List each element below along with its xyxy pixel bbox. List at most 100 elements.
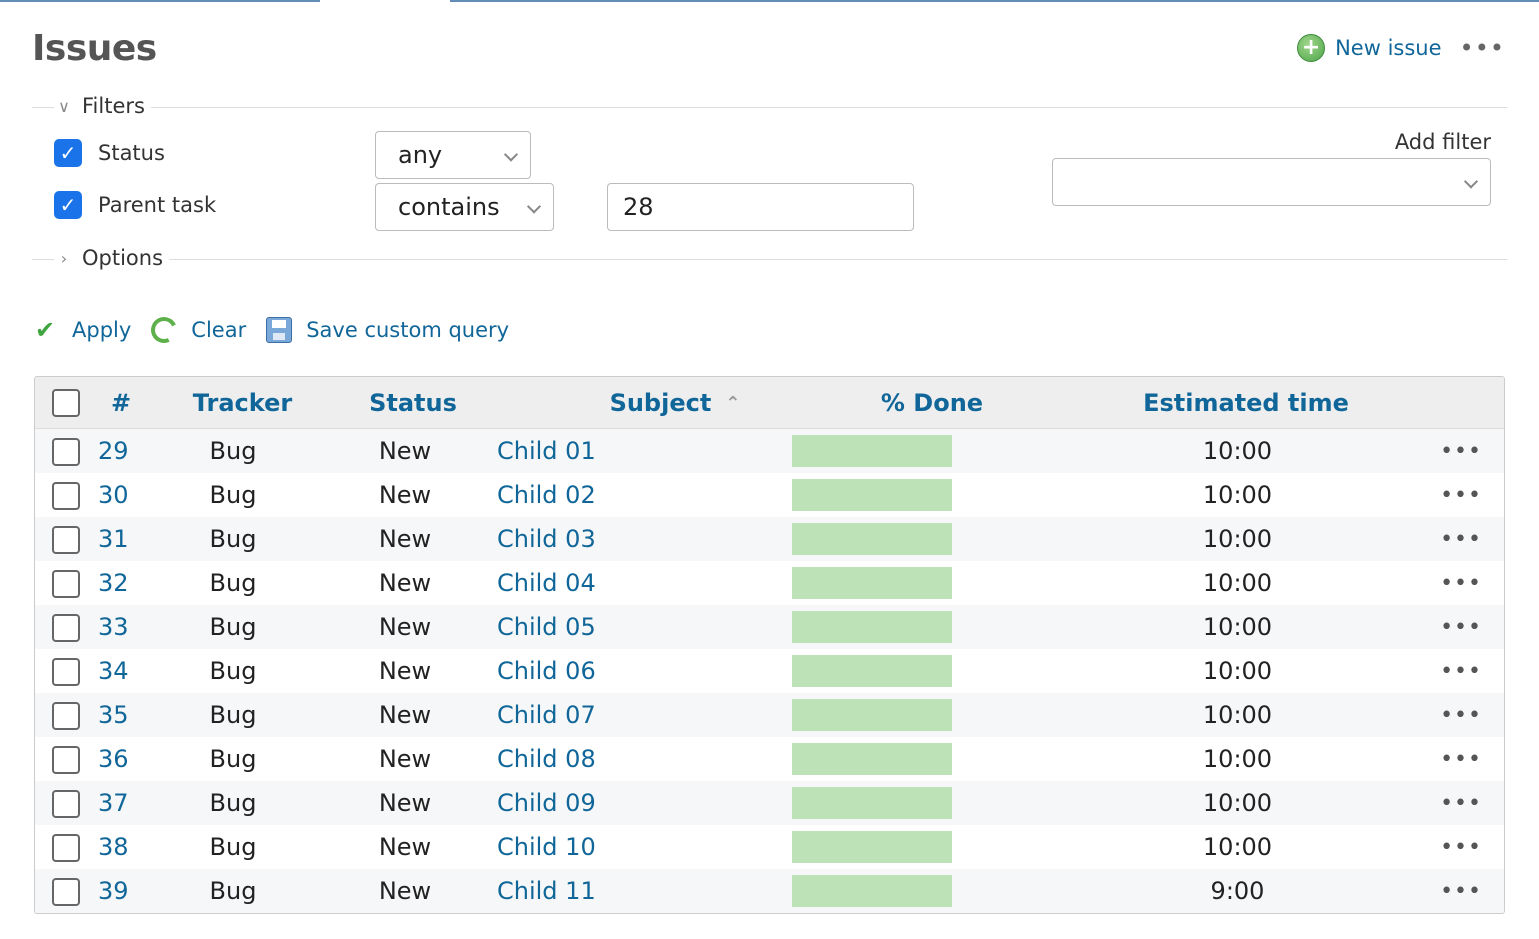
row-checkbox[interactable] [52, 834, 80, 862]
issue-subject-link[interactable]: Child 01 [497, 437, 596, 465]
filter-status-checkbox[interactable]: ✓ [54, 139, 82, 167]
progress-bar [792, 479, 952, 511]
table-row: 30 Bug New Child 02 10:00 ••• [35, 473, 1504, 517]
query-actions: ✔ Apply Clear Save custom query [32, 313, 529, 347]
options-toggle[interactable]: › Options [54, 246, 170, 270]
table-row: 32 Bug New Child 04 10:00 ••• [35, 561, 1504, 605]
issue-id-link[interactable]: 38 [98, 833, 129, 861]
row-actions-icon[interactable]: ••• [1440, 746, 1482, 772]
issue-subject-link[interactable]: Child 05 [497, 613, 596, 641]
row-checkbox[interactable] [52, 790, 80, 818]
row-actions-icon[interactable]: ••• [1440, 834, 1482, 860]
row-checkbox[interactable] [52, 570, 80, 598]
issue-estimated-time: 10:00 [1202, 657, 1273, 685]
issue-subject-link[interactable]: Child 06 [497, 657, 596, 685]
issue-estimated-time: 10:00 [1202, 789, 1273, 817]
issue-id-link[interactable]: 30 [98, 481, 129, 509]
issue-subject-link[interactable]: Child 04 [497, 569, 596, 597]
table-row: 38 Bug New Child 10 10:00 ••• [35, 825, 1504, 869]
issue-id-link[interactable]: 33 [98, 613, 129, 641]
issue-subject-link[interactable]: Child 11 [497, 877, 596, 905]
issue-status: New [378, 437, 432, 465]
filters-toggle[interactable]: ∨ Filters [54, 94, 151, 118]
clear-button[interactable]: Clear [147, 313, 247, 347]
filter-status-label: Status [98, 141, 165, 165]
filter-parent-checkbox[interactable]: ✓ [54, 191, 82, 219]
issue-tracker: Bug [209, 657, 257, 685]
filter-parent-operator-value: contains [398, 193, 500, 221]
table-row: 36 Bug New Child 08 10:00 ••• [35, 737, 1504, 781]
issue-subject-link[interactable]: Child 08 [497, 745, 596, 773]
issue-id-link[interactable]: 35 [98, 701, 129, 729]
row-checkbox[interactable] [52, 482, 80, 510]
column-header-status[interactable]: Status [369, 389, 457, 417]
row-actions-icon[interactable]: ••• [1440, 790, 1482, 816]
row-actions-icon[interactable]: ••• [1440, 614, 1482, 640]
row-checkbox[interactable] [52, 658, 80, 686]
row-actions-icon[interactable]: ••• [1440, 526, 1482, 552]
save-query-label: Save custom query [306, 318, 510, 342]
issue-id-link[interactable]: 39 [98, 877, 129, 905]
row-checkbox[interactable] [52, 746, 80, 774]
filter-parent-value-input[interactable]: 28 [607, 183, 914, 231]
progress-bar [792, 743, 952, 775]
filter-parent-label: Parent task [98, 193, 217, 217]
issue-subject-link[interactable]: Child 02 [497, 481, 596, 509]
row-checkbox[interactable] [52, 878, 80, 906]
filters-fieldset: ∨ Filters [32, 94, 1507, 118]
issue-tracker: Bug [209, 701, 257, 729]
add-filter-select[interactable] [1052, 158, 1491, 206]
column-header-estimated[interactable]: Estimated time [1143, 389, 1349, 417]
issue-status: New [378, 569, 432, 597]
row-checkbox[interactable] [52, 526, 80, 554]
issue-subject-link[interactable]: Child 03 [497, 525, 596, 553]
row-actions-icon[interactable]: ••• [1440, 878, 1482, 904]
row-actions-icon[interactable]: ••• [1440, 658, 1482, 684]
save-icon [266, 317, 293, 343]
column-header-subject[interactable]: Subject ⌃ [575, 377, 775, 429]
column-header-subject-label: Subject [609, 389, 712, 417]
issue-id-link[interactable]: 36 [98, 745, 129, 773]
progress-bar [792, 567, 952, 599]
row-checkbox[interactable] [52, 614, 80, 642]
issue-id-link[interactable]: 29 [98, 437, 129, 465]
apply-button[interactable]: ✔ Apply [32, 316, 131, 344]
filter-parent-operator-select[interactable]: contains [375, 183, 554, 231]
chevron-right-icon: › [60, 248, 68, 268]
table-row: 35 Bug New Child 07 10:00 ••• [35, 693, 1504, 737]
issue-subject-link[interactable]: Child 09 [497, 789, 596, 817]
issue-id-link[interactable]: 32 [98, 569, 129, 597]
issue-estimated-time: 10:00 [1202, 569, 1273, 597]
save-query-button[interactable]: Save custom query [266, 317, 509, 343]
new-issue-link[interactable]: + New issue [1297, 34, 1442, 62]
chevron-down-icon [503, 147, 519, 162]
table-row: 33 Bug New Child 05 10:00 ••• [35, 605, 1504, 649]
issue-subject-link[interactable]: Child 10 [497, 833, 596, 861]
table-row: 37 Bug New Child 09 10:00 ••• [35, 781, 1504, 825]
clear-label: Clear [191, 318, 247, 342]
contextual-actions: + New issue ••• [1297, 34, 1505, 62]
row-actions-icon[interactable]: ••• [1440, 482, 1482, 508]
filter-status-row: ✓ Status [54, 139, 165, 167]
apply-label: Apply [72, 318, 132, 342]
issue-status: New [378, 525, 432, 553]
progress-bar [792, 655, 952, 687]
row-checkbox[interactable] [52, 438, 80, 466]
filters-legend: Filters [82, 94, 145, 118]
row-actions-icon[interactable]: ••• [1440, 438, 1482, 464]
row-actions-icon[interactable]: ••• [1440, 570, 1482, 596]
row-checkbox[interactable] [52, 702, 80, 730]
column-header-done[interactable]: % Done [880, 389, 984, 417]
issue-id-link[interactable]: 37 [98, 789, 129, 817]
column-header-tracker[interactable]: Tracker [192, 389, 293, 417]
issue-id-link[interactable]: 31 [98, 525, 129, 553]
issue-id-link[interactable]: 34 [98, 657, 129, 685]
issue-status: New [378, 789, 432, 817]
more-actions-icon[interactable]: ••• [1459, 34, 1505, 62]
column-header-id[interactable]: # [110, 389, 132, 417]
issue-subject-link[interactable]: Child 07 [497, 701, 596, 729]
row-actions-icon[interactable]: ••• [1440, 702, 1482, 728]
select-all-checkbox[interactable] [52, 389, 80, 417]
issue-status: New [378, 877, 432, 905]
filter-status-operator-select[interactable]: any [375, 131, 531, 179]
